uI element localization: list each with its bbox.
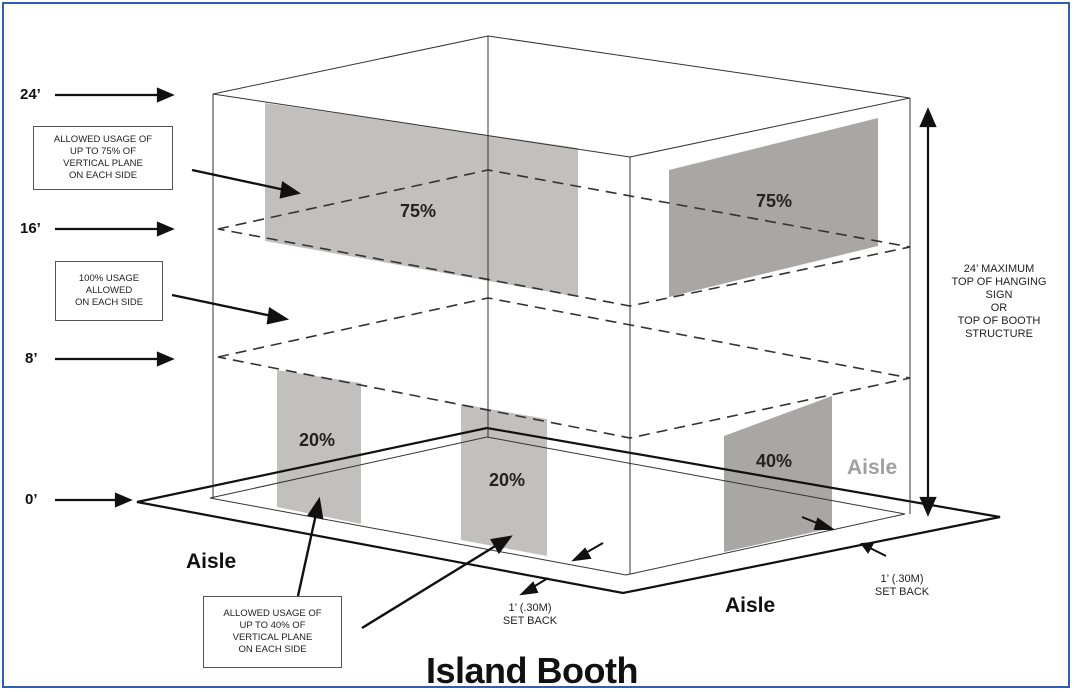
note-middle-usage: 100% USAGE ALLOWED ON EACH SIDE (55, 261, 163, 321)
aisle-label-right: Aisle (847, 456, 898, 479)
floor-setback (209, 436, 906, 576)
plane-8ft (217, 297, 911, 439)
pct-upper-right: 75% (756, 191, 793, 211)
pct-lower-right: 40% (756, 451, 793, 471)
panel-upper-front (265, 103, 578, 297)
pct-lower-front-left: 20% (299, 430, 336, 450)
height-label-24: 24’ (20, 86, 41, 103)
floor-outline (136, 426, 1001, 595)
panel-upper-right (669, 118, 878, 297)
panel-lower-front-mid (461, 404, 547, 556)
aisle-label-left: Aisle (186, 550, 237, 573)
pct-lower-front-mid: 20% (489, 470, 526, 490)
height-label-16: 16’ (20, 220, 41, 237)
height-label-8: 8’ (25, 350, 38, 367)
panel-lower-right (724, 396, 832, 552)
pct-upper-front: 75% (400, 201, 437, 221)
height-label-0: 0’ (25, 491, 38, 508)
aisle-label-front: Aisle (725, 594, 776, 617)
panel-lower-front-left (277, 370, 361, 524)
box-edge (212, 35, 489, 95)
note-upper-usage: ALLOWED USAGE OF UP TO 75% OF VERTICAL P… (33, 126, 173, 190)
plane-16ft (217, 169, 911, 307)
box-edge (487, 35, 911, 99)
box-edge (629, 97, 911, 158)
setback-label-right: 1’ (.30M) SET BACK (874, 573, 930, 598)
note-lower-usage: ALLOWED USAGE OF UP TO 40% OF VERTICAL P… (203, 596, 342, 668)
setback-arrow (869, 547, 887, 557)
arrow-upper-note (191, 168, 286, 192)
setback-label-front: 1’ (.30M) SET BACK (502, 602, 558, 627)
arrow-middle-note (171, 293, 273, 318)
box-edge (212, 93, 631, 158)
arrow-lower-note-2 (361, 543, 498, 630)
diagram-title: Island Booth (426, 650, 639, 691)
arrow-lower-note-1 (296, 513, 318, 597)
max-height-note: 24’ MAXIMUM TOP OF HANGING SIGN OR TOP O… (951, 263, 1047, 340)
